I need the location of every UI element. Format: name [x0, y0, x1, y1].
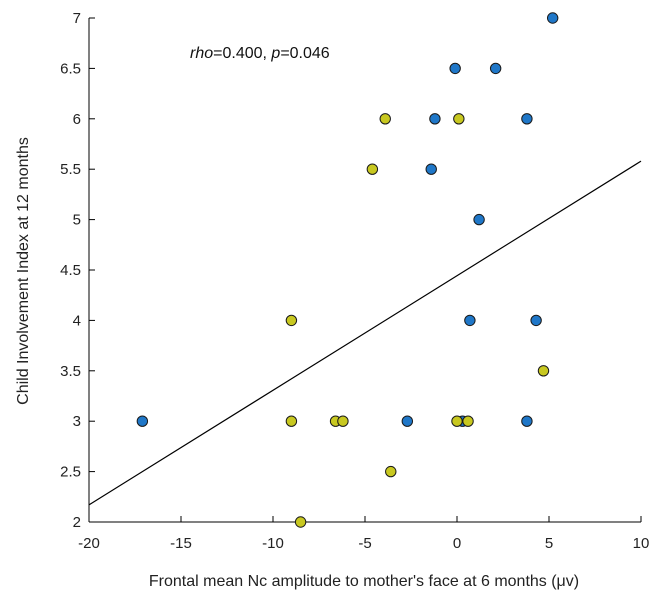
x-axis-title: Frontal mean Nc amplitude to mother's fa…	[149, 573, 579, 590]
rho-value: =0.400,	[213, 45, 271, 62]
y-tick-label: 7	[73, 10, 81, 27]
data-point-blue	[489, 62, 502, 75]
plot-axes	[88, 18, 641, 523]
data-point-yellow	[366, 163, 379, 175]
y-tick-label: 4	[73, 312, 81, 329]
y-tick-label: 6	[73, 111, 81, 128]
data-point-blue	[429, 113, 441, 125]
x-tick-label: -20	[78, 535, 100, 552]
data-point-yellow	[385, 465, 397, 478]
x-tick-label: 0	[453, 535, 461, 552]
data-points	[136, 12, 559, 528]
y-axis-title: Child Involvement Index at 12 months	[15, 137, 32, 405]
y-tick-label: 5	[73, 212, 81, 229]
x-tick-label: 5	[545, 535, 553, 552]
x-tick-label: 10	[633, 535, 650, 552]
data-point-blue	[136, 415, 149, 427]
y-tick-label: 2.5	[60, 464, 81, 481]
data-point-yellow	[337, 415, 349, 427]
data-point-yellow	[453, 113, 465, 125]
data-point-blue	[473, 213, 485, 226]
data-point-blue	[521, 415, 533, 427]
data-point-blue	[401, 415, 414, 427]
data-point-yellow	[285, 314, 298, 327]
y-tick-label: 4.5	[60, 262, 81, 279]
data-point-yellow	[379, 113, 391, 125]
data-point-blue	[546, 12, 559, 24]
y-tick-label: 3.5	[60, 363, 81, 380]
y-tick-label: 2	[73, 514, 81, 531]
data-point-blue	[530, 314, 542, 327]
data-point-yellow	[537, 365, 550, 377]
p-label: p	[270, 45, 280, 62]
data-point-blue	[449, 62, 461, 75]
data-point-yellow	[294, 516, 307, 528]
data-point-blue	[425, 163, 437, 175]
data-point-yellow	[285, 415, 298, 427]
rho-label: rho	[190, 45, 213, 62]
y-tick-label: 5.5	[60, 161, 81, 178]
data-point-yellow	[451, 415, 463, 427]
data-point-blue	[464, 314, 476, 327]
y-tick-label: 6.5	[60, 60, 81, 77]
x-tick-label: -5	[358, 535, 371, 552]
x-tick-label: -10	[262, 535, 284, 552]
data-point-blue	[521, 113, 533, 125]
x-tick-label: -15	[170, 535, 192, 552]
p-value: =0.046	[280, 45, 329, 62]
x-ticks: -20 -15 -10 -5 0 5 10	[78, 516, 649, 552]
correlation-annotation: rho=0.400, p=0.046	[190, 45, 330, 62]
regression-line	[88, 160, 642, 506]
data-point-yellow	[462, 415, 474, 427]
y-ticks: 2 2.5 3 3.5 4 4.5 5 5.5 6 6.5 7	[60, 10, 95, 531]
y-tick-label: 3	[73, 413, 81, 430]
